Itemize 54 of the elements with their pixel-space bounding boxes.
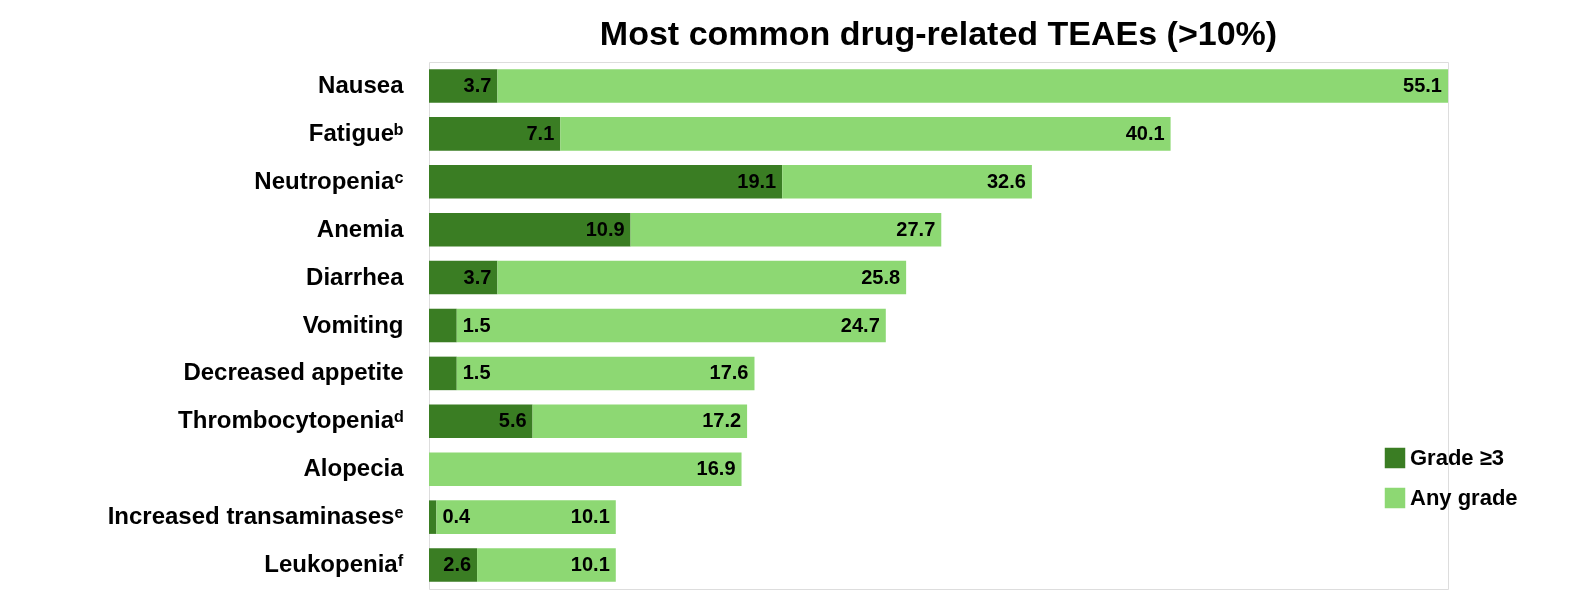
data-label: 3.7	[463, 73, 492, 96]
bar	[429, 69, 498, 103]
total-label: 25.8	[861, 265, 901, 288]
total-label: 27.7	[896, 217, 936, 240]
data-label: 10.9	[585, 217, 625, 240]
y-tick-label: Neutropeniaᶜ	[254, 166, 404, 194]
y-tick-label: Anemia	[316, 214, 405, 242]
data-label: 0.4	[442, 505, 472, 528]
total-label: 17.2	[702, 409, 742, 432]
y-tick-label: Increased transaminasesᵉ	[107, 502, 404, 530]
y-tick-label: Leukopeniaᶠ	[264, 550, 404, 578]
bar	[456, 308, 886, 343]
bar	[429, 500, 437, 534]
bar	[429, 452, 742, 486]
bar	[456, 356, 755, 391]
chart-title: Most common drug-related TEAEs (>10%)	[599, 14, 1278, 52]
y-tick-label: Fatigueᵇ	[308, 118, 404, 146]
total-label: 10.1	[570, 505, 610, 528]
total-label: 24.7	[840, 313, 880, 336]
y-tick-label: Nausea	[318, 70, 405, 98]
bar	[560, 117, 1171, 151]
bar	[429, 117, 561, 151]
y-tick-label: Thrombocytopeniaᵈ	[178, 406, 404, 434]
legend-label: Grade ≥3	[1410, 445, 1505, 470]
data-label: 2.6	[443, 553, 472, 576]
total-label: 17.6	[709, 361, 749, 384]
y-tick-label: Vomiting	[302, 310, 404, 338]
bar	[429, 356, 457, 391]
bar	[497, 260, 907, 295]
bar	[436, 500, 616, 534]
bar	[477, 548, 616, 582]
legend-label: Any grade	[1410, 485, 1518, 510]
bar	[532, 404, 748, 439]
bar	[429, 404, 533, 439]
data-label: 7.1	[526, 121, 555, 144]
y-tick-label: Decreased appetite	[183, 358, 404, 386]
bar	[782, 165, 1032, 199]
bar	[497, 69, 1448, 103]
y-tick-label: Alopecia	[303, 454, 405, 482]
bar	[429, 308, 457, 343]
bar	[429, 165, 783, 199]
total-label: 10.1	[570, 553, 610, 576]
total-label: 55.1	[1403, 73, 1442, 96]
data-label: 1.5	[462, 313, 491, 336]
total-label: 16.9	[696, 457, 736, 480]
total-label: 40.1	[1125, 121, 1165, 144]
data-label: 1.5	[462, 361, 491, 384]
data-label: 19.1	[737, 169, 777, 192]
bar	[429, 212, 631, 247]
data-label: 3.7	[463, 265, 492, 288]
y-tick-label: Diarrhea	[306, 262, 405, 290]
total-label: 32.6	[986, 169, 1026, 192]
data-label: 5.6	[498, 409, 527, 432]
bar	[630, 212, 942, 247]
